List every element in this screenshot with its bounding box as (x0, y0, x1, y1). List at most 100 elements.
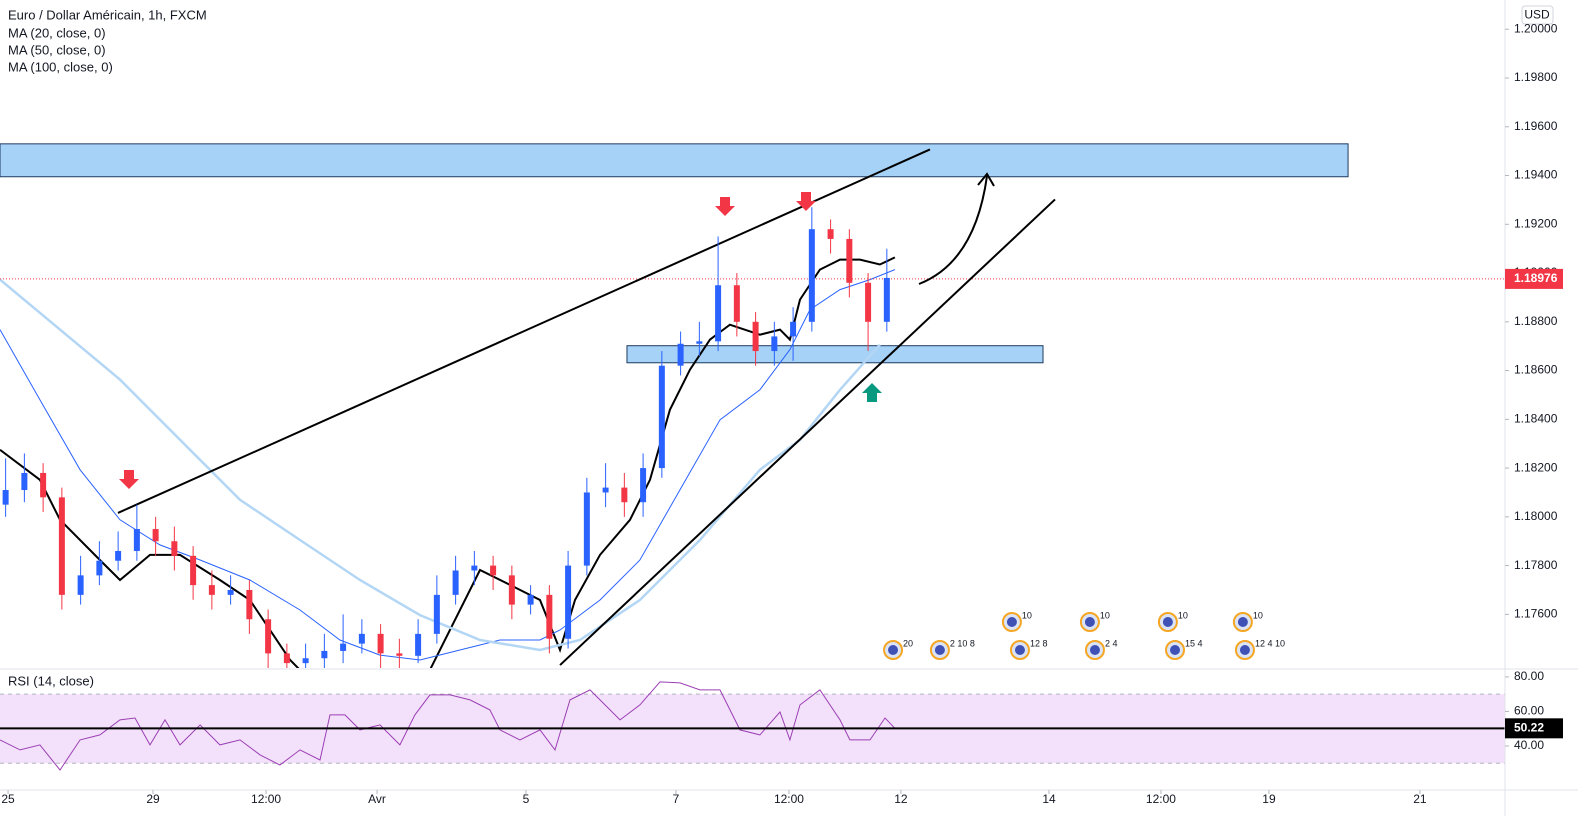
candle-body (696, 341, 703, 344)
candle-body (677, 343, 684, 366)
y-tick-label: 60.00 (1514, 704, 1544, 718)
y-tick-label: 1.17600 (1514, 607, 1558, 621)
rsi-title[interactable]: RSI (14, close) (8, 673, 94, 688)
price-label-box (1505, 268, 1563, 289)
candle-body (546, 594, 553, 639)
event-flag (1006, 617, 1017, 627)
candle-body (190, 555, 197, 586)
y-tick-label: 1.19200 (1514, 216, 1558, 230)
event-label: 2 10 8 (950, 638, 975, 648)
x-tick-label: 14 (1042, 792, 1056, 806)
legend: Euro / Dollar Américain, 1h, FXCM MA (20… (8, 7, 207, 688)
event-label: 10 (1178, 610, 1188, 620)
candle-body (733, 285, 740, 322)
event-label: 12 4 10 (1255, 638, 1285, 648)
candle-body (771, 336, 778, 352)
candle-body (471, 565, 478, 571)
x-tick-label: 12:00 (1146, 792, 1176, 806)
event-label: 12 8 (1030, 638, 1048, 648)
event-flag (934, 645, 945, 655)
y-tick-label: 1.18800 (1514, 314, 1558, 328)
candle-body (96, 560, 103, 576)
candle-body (452, 570, 459, 595)
chart-title: Euro / Dollar Américain, 1h, FXCM (8, 7, 207, 22)
y-tick-label: 1.18200 (1514, 460, 1558, 474)
event-flag (1084, 617, 1095, 627)
x-tick-label: 12:00 (251, 792, 281, 806)
event-flag (1239, 645, 1250, 655)
x-tick-label: 7 (673, 792, 680, 806)
y-tick-label: 1.20000 (1514, 21, 1558, 35)
candle-body (77, 575, 84, 595)
y-tick-label: 40.00 (1514, 738, 1544, 752)
x-tick-label: 12 (894, 792, 908, 806)
candle-body (808, 229, 815, 322)
candle-body (2, 490, 9, 505)
rsi-value-label: 50.22 (1514, 720, 1544, 734)
candle-body (640, 468, 647, 503)
y-tick-label: 1.19400 (1514, 168, 1558, 182)
candle-body (621, 487, 628, 503)
arrow-head (977, 172, 995, 187)
zone (0, 143, 1349, 178)
y-tick-label: 1.18400 (1514, 412, 1558, 426)
x-tick-label: 5 (523, 792, 530, 806)
event-label: 2 4 (1105, 638, 1118, 648)
x-tick-label: 19 (1262, 792, 1276, 806)
rsi-pane (0, 681, 1505, 771)
candle-body (208, 585, 215, 595)
candle-body (433, 594, 440, 634)
candle-body (115, 550, 122, 561)
candle-body (415, 633, 422, 656)
event-flag (1014, 645, 1025, 655)
x-tick-label: 12:00 (774, 792, 804, 806)
event-flag (1089, 645, 1100, 655)
legend-entry[interactable]: MA (20, close, 0) (8, 25, 106, 40)
candle-body (790, 321, 797, 337)
legend-entry[interactable]: MA (100, close, 0) (8, 59, 113, 74)
candle-body (152, 529, 159, 542)
candle-body (21, 472, 28, 491)
y-tick-label: 1.18000 (1514, 509, 1558, 523)
candle-body (377, 633, 384, 654)
down-arrow (796, 192, 816, 211)
candle-body (171, 541, 178, 556)
event-flag (1162, 617, 1173, 627)
rsi-line (0, 681, 896, 771)
event-flag (1237, 617, 1248, 627)
candle-body (490, 565, 497, 576)
event-label: 10 (1022, 610, 1032, 620)
x-tick-label: Avr (368, 792, 386, 806)
candle-body (883, 277, 890, 322)
price-pane: 20 2 10 8 12 8 2 4 15 4 12 4 10 10 10 10 10 (0, 143, 1505, 668)
candle-body (752, 321, 759, 352)
event-label: 15 4 (1185, 638, 1203, 648)
currency-box[interactable] (1521, 5, 1554, 25)
up-arrow (862, 383, 882, 402)
price-label: 1.18976 (1514, 271, 1558, 285)
event-label: 10 (1100, 610, 1110, 620)
legend-entry[interactable]: MA (50, close, 0) (8, 42, 106, 57)
candle-body (658, 365, 665, 469)
projection-arrow (918, 175, 988, 285)
y-tick-label: 80.00 (1514, 669, 1544, 683)
y-tick-label: 1.19600 (1514, 119, 1558, 133)
candle-body (827, 229, 834, 239)
trend-line (559, 198, 1056, 666)
candle-body (527, 594, 534, 605)
y-tick-label: 1.18600 (1514, 363, 1558, 377)
candle-body (133, 529, 140, 551)
candle-body (58, 497, 65, 595)
down-arrow (715, 197, 735, 216)
candle-body (508, 575, 515, 605)
event-flag (1170, 645, 1181, 655)
candle-body (302, 658, 309, 664)
candle-body (602, 487, 609, 493)
candle-body (715, 285, 722, 342)
x-tick-label: 29 (146, 792, 160, 806)
candle-body (246, 589, 253, 620)
moving-average (0, 256, 896, 668)
candle-body (358, 633, 365, 644)
